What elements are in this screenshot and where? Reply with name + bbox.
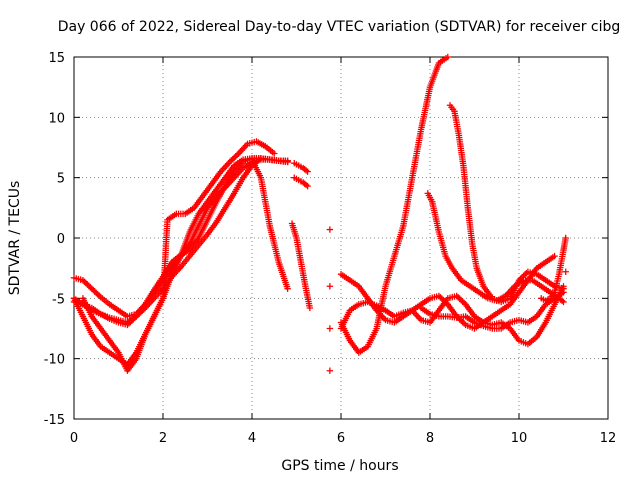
data-point-marker bbox=[127, 318, 134, 326]
series-trace-13 bbox=[326, 367, 334, 374]
data-point-marker bbox=[82, 279, 90, 287]
data-point-marker bbox=[551, 252, 558, 260]
series-trace-7 bbox=[288, 220, 314, 312]
data-point-marker bbox=[284, 285, 291, 292]
x-tick-label: 12 bbox=[600, 431, 617, 446]
data-point-marker bbox=[460, 320, 468, 327]
series-trace-4 bbox=[70, 155, 291, 368]
data-point-marker bbox=[128, 317, 136, 324]
x-tick-label: 10 bbox=[511, 431, 528, 446]
data-point-marker bbox=[560, 285, 567, 292]
data-point-marker bbox=[233, 151, 241, 159]
data-points bbox=[70, 53, 569, 374]
series-trace-16 bbox=[337, 283, 567, 348]
series-trace-17 bbox=[417, 289, 567, 332]
data-point-marker bbox=[438, 295, 446, 302]
data-point-marker bbox=[229, 155, 236, 163]
data-point-marker bbox=[124, 321, 131, 329]
data-point-marker bbox=[304, 182, 311, 190]
data-point-marker bbox=[558, 297, 566, 304]
data-point-marker bbox=[456, 295, 463, 302]
data-point-marker bbox=[326, 367, 334, 374]
series-trace-6 bbox=[248, 156, 291, 292]
y-tick-label: 5 bbox=[57, 172, 65, 187]
data-point-marker bbox=[562, 234, 569, 242]
data-point-marker bbox=[216, 189, 223, 197]
data-point-marker bbox=[271, 150, 278, 157]
data-point-marker bbox=[326, 283, 334, 290]
series-trace-11 bbox=[326, 283, 334, 290]
data-point-marker bbox=[220, 185, 228, 192]
x-tick-label: 0 bbox=[70, 431, 78, 446]
data-point-marker bbox=[302, 167, 310, 174]
y-tick-label: -5 bbox=[52, 292, 65, 307]
data-point-marker bbox=[96, 292, 103, 299]
x-tick-label: 8 bbox=[426, 431, 434, 446]
data-point-marker bbox=[302, 181, 310, 189]
y-tick-label: 10 bbox=[48, 111, 65, 126]
y-tick-label: 0 bbox=[57, 232, 65, 247]
data-point-marker bbox=[518, 274, 526, 281]
y-tick-label: 15 bbox=[48, 51, 65, 66]
series-trace-20 bbox=[538, 234, 569, 304]
data-point-marker bbox=[91, 288, 98, 295]
series-trace-19 bbox=[446, 102, 567, 306]
x-axis-title: GPS time / hours bbox=[281, 458, 398, 474]
series-trace-8 bbox=[291, 159, 311, 175]
data-point-marker bbox=[326, 325, 334, 332]
data-point-marker bbox=[562, 268, 569, 275]
chart-title: Day 066 of 2022, Sidereal Day-to-day VTE… bbox=[58, 19, 621, 35]
x-tick-label: 4 bbox=[248, 431, 256, 446]
series-trace-10 bbox=[326, 226, 334, 233]
data-point-marker bbox=[560, 298, 567, 306]
y-tick-label: -15 bbox=[44, 413, 65, 428]
data-point-marker bbox=[87, 284, 94, 291]
series-trace-1 bbox=[70, 155, 291, 320]
series-trace-18 bbox=[424, 190, 567, 306]
grid-lines bbox=[74, 57, 608, 419]
data-point-marker bbox=[217, 188, 225, 195]
data-point-marker bbox=[444, 53, 451, 61]
series-trace-12 bbox=[326, 325, 334, 332]
series-trace-5 bbox=[79, 138, 278, 374]
data-point-marker bbox=[453, 292, 460, 300]
y-axis-title: SDTVAR / TECUs bbox=[7, 181, 23, 296]
x-tick-label: 2 bbox=[159, 431, 167, 446]
data-point-marker bbox=[523, 269, 530, 277]
x-tick-label: 6 bbox=[337, 431, 345, 446]
data-point-marker bbox=[304, 168, 311, 175]
y-tick-label: -10 bbox=[44, 353, 65, 368]
data-point-marker bbox=[326, 226, 334, 233]
data-point-marker bbox=[306, 304, 314, 312]
series-trace-9 bbox=[291, 174, 311, 190]
data-point-marker bbox=[284, 157, 291, 164]
series-trace-21 bbox=[562, 268, 569, 275]
series-trace-14 bbox=[337, 53, 451, 356]
axis-ticks: 0 2 4 6 8 10 12 -15 -10 -5 0 5 10 15 bbox=[44, 51, 617, 446]
